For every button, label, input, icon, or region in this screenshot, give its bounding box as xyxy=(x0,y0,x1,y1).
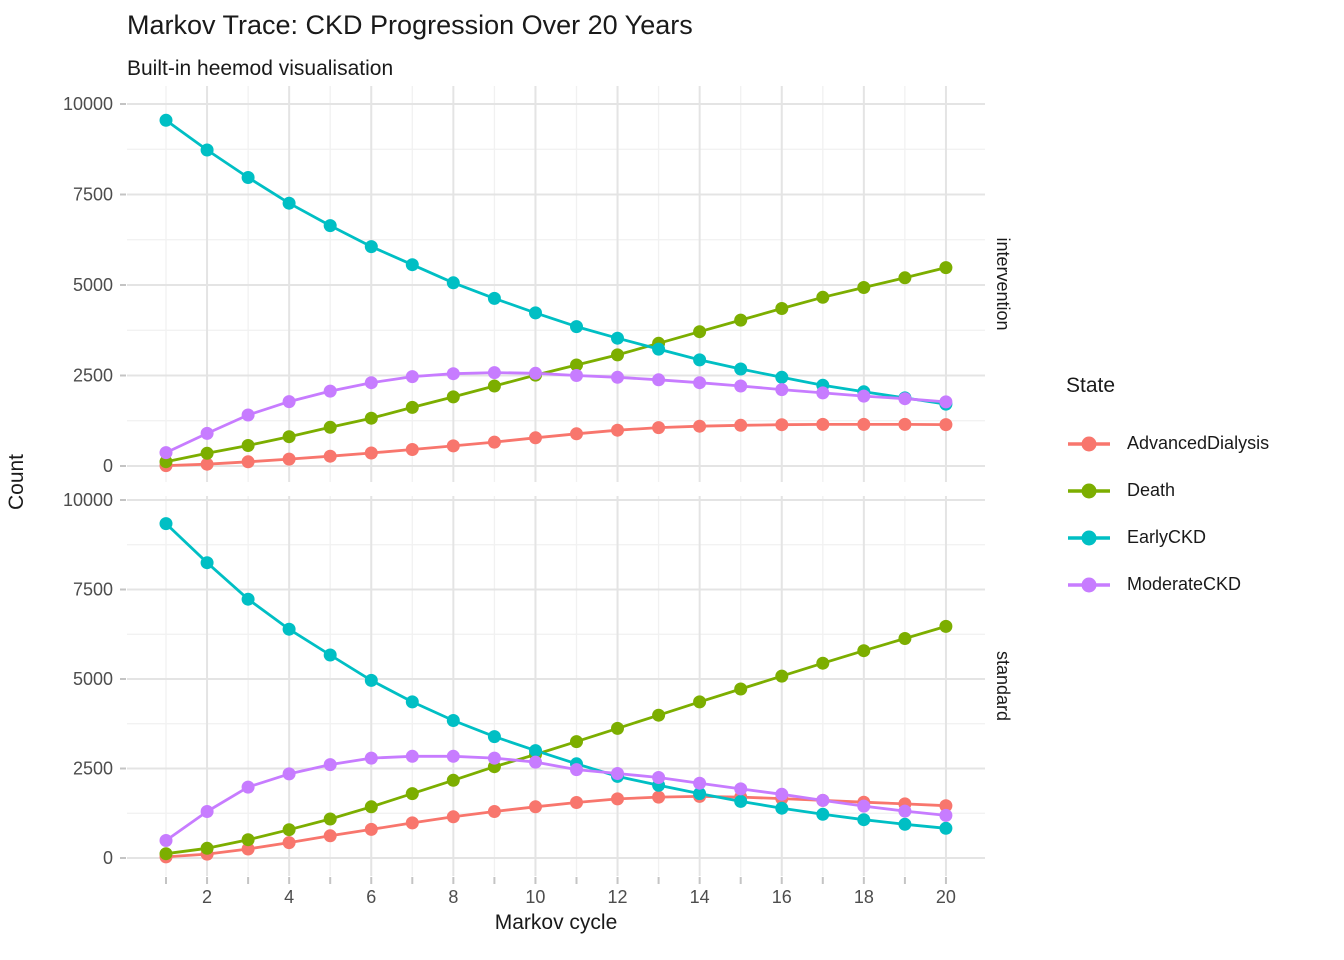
x-tick-label: 20 xyxy=(936,887,956,907)
x-tick-label: 14 xyxy=(690,887,710,907)
series-line-AdvancedDialysis xyxy=(164,422,948,468)
y-tick-label: 5000 xyxy=(73,275,113,295)
gridlines xyxy=(127,86,985,482)
legend-label-EarlyCKD: EarlyCKD xyxy=(1127,527,1207,547)
series-line-AdvancedDialysis xyxy=(164,795,948,859)
plot-subtitle: Built-in heemod visualisation xyxy=(127,57,394,80)
legend-entry-EarlyCKD: EarlyCKD xyxy=(1066,514,1269,561)
y-tick-label: 7500 xyxy=(73,580,113,600)
x-tick-label: 4 xyxy=(284,887,294,907)
x-tick-label: 18 xyxy=(854,887,874,907)
legend-entries: AdvancedDialysis Death EarlyCKD ModerateCKD xyxy=(1066,420,1269,608)
legend-key-ModerateCKD xyxy=(1068,577,1110,592)
y-tick-label: 2500 xyxy=(73,366,113,386)
x-tick-label: 6 xyxy=(366,887,376,907)
x-axis-title: Markov cycle xyxy=(494,911,618,934)
y-tick-label: 2500 xyxy=(73,759,113,779)
x-tick-label: 16 xyxy=(772,887,792,907)
series-points-Death xyxy=(159,619,953,861)
series-line-EarlyCKD xyxy=(164,522,948,830)
facet-strip-standard: standard xyxy=(993,651,1013,721)
series-line-EarlyCKD xyxy=(164,118,948,406)
series-line-Death xyxy=(164,266,948,464)
legend-entry-AdvancedDialysis: AdvancedDialysis xyxy=(1066,420,1269,467)
series-line-Death xyxy=(164,625,948,856)
legend-entry-Death: Death xyxy=(1066,467,1269,514)
series-points-EarlyCKD xyxy=(159,517,953,835)
y-tick-label: 0 xyxy=(103,848,113,868)
y-tick-label: 0 xyxy=(103,456,113,476)
y-axis-title: Count xyxy=(5,453,28,511)
x-tick-label: 12 xyxy=(608,887,628,907)
facet-panel-standard: 0 2500 5000 7500 10000 standard xyxy=(63,490,1013,876)
series-points-ModerateCKD xyxy=(159,366,953,460)
series-points-ModerateCKD xyxy=(159,749,953,847)
y-tick-label: 10000 xyxy=(63,490,113,510)
facet-strip-intervention: intervention xyxy=(993,237,1013,330)
legend-key-EarlyCKD xyxy=(1068,530,1110,545)
plot-title: Markov Trace: CKD Progression Over 20 Ye… xyxy=(127,10,693,40)
series-points-EarlyCKD xyxy=(159,113,953,411)
y-tick-label: 10000 xyxy=(63,94,113,114)
legend-title: State xyxy=(1066,374,1116,397)
y-axis-intervention: 0 2500 5000 7500 10000 xyxy=(63,94,126,476)
legend-label-AdvancedDialysis: AdvancedDialysis xyxy=(1127,433,1270,453)
legend-label-ModerateCKD: ModerateCKD xyxy=(1127,574,1242,594)
x-axis: 2 4 6 8 10 12 14 16 18 20 xyxy=(165,877,956,907)
legend-key-AdvancedDialysis xyxy=(1068,436,1110,451)
legend-key-Death xyxy=(1068,483,1110,498)
y-axis-standard: 0 2500 5000 7500 10000 xyxy=(63,490,126,868)
facet-panel-intervention: 0 2500 5000 7500 10000 intervention xyxy=(63,86,1013,482)
legend-entry-ModerateCKD: ModerateCKD xyxy=(1066,561,1269,608)
x-tick-label: 10 xyxy=(525,887,545,907)
legend: State AdvancedDialysis Death EarlyCKD Moder… xyxy=(1066,374,1269,608)
y-tick-label: 7500 xyxy=(73,185,113,205)
legend-label-Death: Death xyxy=(1127,480,1176,500)
x-tick-label: 8 xyxy=(448,887,458,907)
series-line-ModerateCKD xyxy=(164,371,948,455)
y-tick-label: 5000 xyxy=(73,669,113,689)
series-points-AdvancedDialysis xyxy=(159,417,953,473)
series-line-ModerateCKD xyxy=(164,754,948,842)
x-tick-label: 2 xyxy=(202,887,212,907)
